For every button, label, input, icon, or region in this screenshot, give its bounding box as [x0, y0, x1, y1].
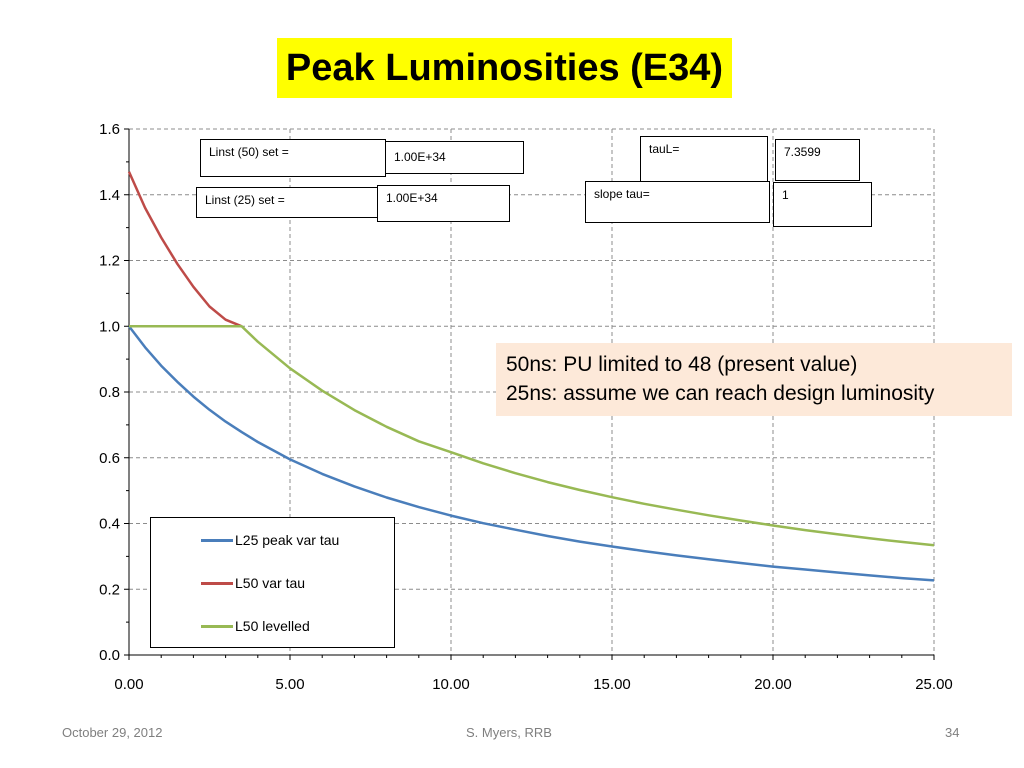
legend-item-l50-levelled: L50 levelled	[201, 618, 310, 634]
x-tick-label: 25.00	[915, 676, 953, 693]
y-tick-label: 1.0	[99, 318, 120, 335]
y-tick-label: 0.0	[99, 647, 120, 664]
x-tick-label: 15.00	[593, 676, 631, 693]
slope-value-box: 1	[773, 182, 872, 227]
chart-legend: L25 peak var tau L50 var tau L50 levelle…	[150, 517, 395, 648]
legend-swatch-l50-var	[201, 581, 233, 585]
footer-page-number: 34	[945, 725, 960, 740]
linst25-label: Linst (25) set =	[205, 193, 285, 207]
y-tick-label: 0.4	[99, 516, 120, 533]
x-tick-label: 5.00	[275, 676, 304, 693]
taul-label-box: tauL=	[640, 136, 768, 183]
chart-tick-labels: 0.0 0.2 0.4 0.6 0.8 1.0 1.2 1.4 1.6 0.00 5.00 10.00…	[99, 121, 953, 693]
chart-series	[127, 171, 935, 582]
y-tick-label: 0.8	[99, 384, 120, 401]
linst25-value-box: 1.00E+34	[377, 185, 510, 222]
note-line-2: 25ns: assume we can reach design luminos…	[506, 382, 935, 405]
linst50-value-box: 1.00E+34	[385, 141, 524, 174]
taul-value-box: 7.3599	[775, 139, 860, 181]
legend-swatch-l50-levelled	[201, 624, 233, 628]
legend-label-l25: L25 peak var tau	[235, 532, 340, 548]
slope-label: slope tau=	[594, 187, 650, 201]
x-tick-label: 20.00	[754, 676, 792, 693]
linst50-label-box: Linst (50) set =	[200, 139, 386, 177]
linst50-value: 1.00E+34	[394, 150, 446, 164]
chart-axes	[124, 128, 935, 660]
note-line-1: 50ns: PU limited to 48 (present value)	[506, 353, 858, 376]
legend-item-l25: L25 peak var tau	[201, 532, 339, 548]
slope-value: 1	[782, 188, 789, 202]
y-tick-label: 1.4	[99, 187, 120, 204]
footer-author: S. Myers, RRB	[466, 725, 552, 740]
x-tick-label: 0.00	[114, 676, 143, 693]
series-line-l50-levelled	[129, 325, 935, 547]
legend-swatch-l25	[201, 538, 233, 542]
slide-title: Peak Luminosities (E34)	[277, 38, 732, 98]
linst25-label-box: Linst (25) set =	[196, 187, 378, 218]
y-tick-label: 0.2	[99, 581, 120, 598]
series-line-l50-var-tau	[127, 171, 243, 328]
footer-date: October 29, 2012	[62, 725, 163, 740]
linst25-value: 1.00E+34	[386, 191, 438, 205]
legend-label-l50-levelled: L50 levelled	[235, 618, 310, 634]
linst50-label: Linst (50) set =	[209, 145, 289, 159]
slope-label-box: slope tau=	[585, 181, 770, 223]
series-line-l25-peak-var-tau	[128, 325, 935, 582]
y-tick-label: 0.6	[99, 450, 120, 467]
y-tick-label: 1.2	[99, 253, 120, 270]
taul-label: tauL=	[649, 142, 680, 156]
note-box: 50ns: PU limited to 48 (present value) 2…	[496, 343, 1012, 416]
x-tick-label: 10.00	[432, 676, 470, 693]
taul-value: 7.3599	[784, 145, 821, 159]
legend-item-l50-var: L50 var tau	[201, 575, 305, 591]
legend-label-l50-var: L50 var tau	[235, 575, 306, 591]
y-tick-label: 1.6	[99, 121, 120, 138]
